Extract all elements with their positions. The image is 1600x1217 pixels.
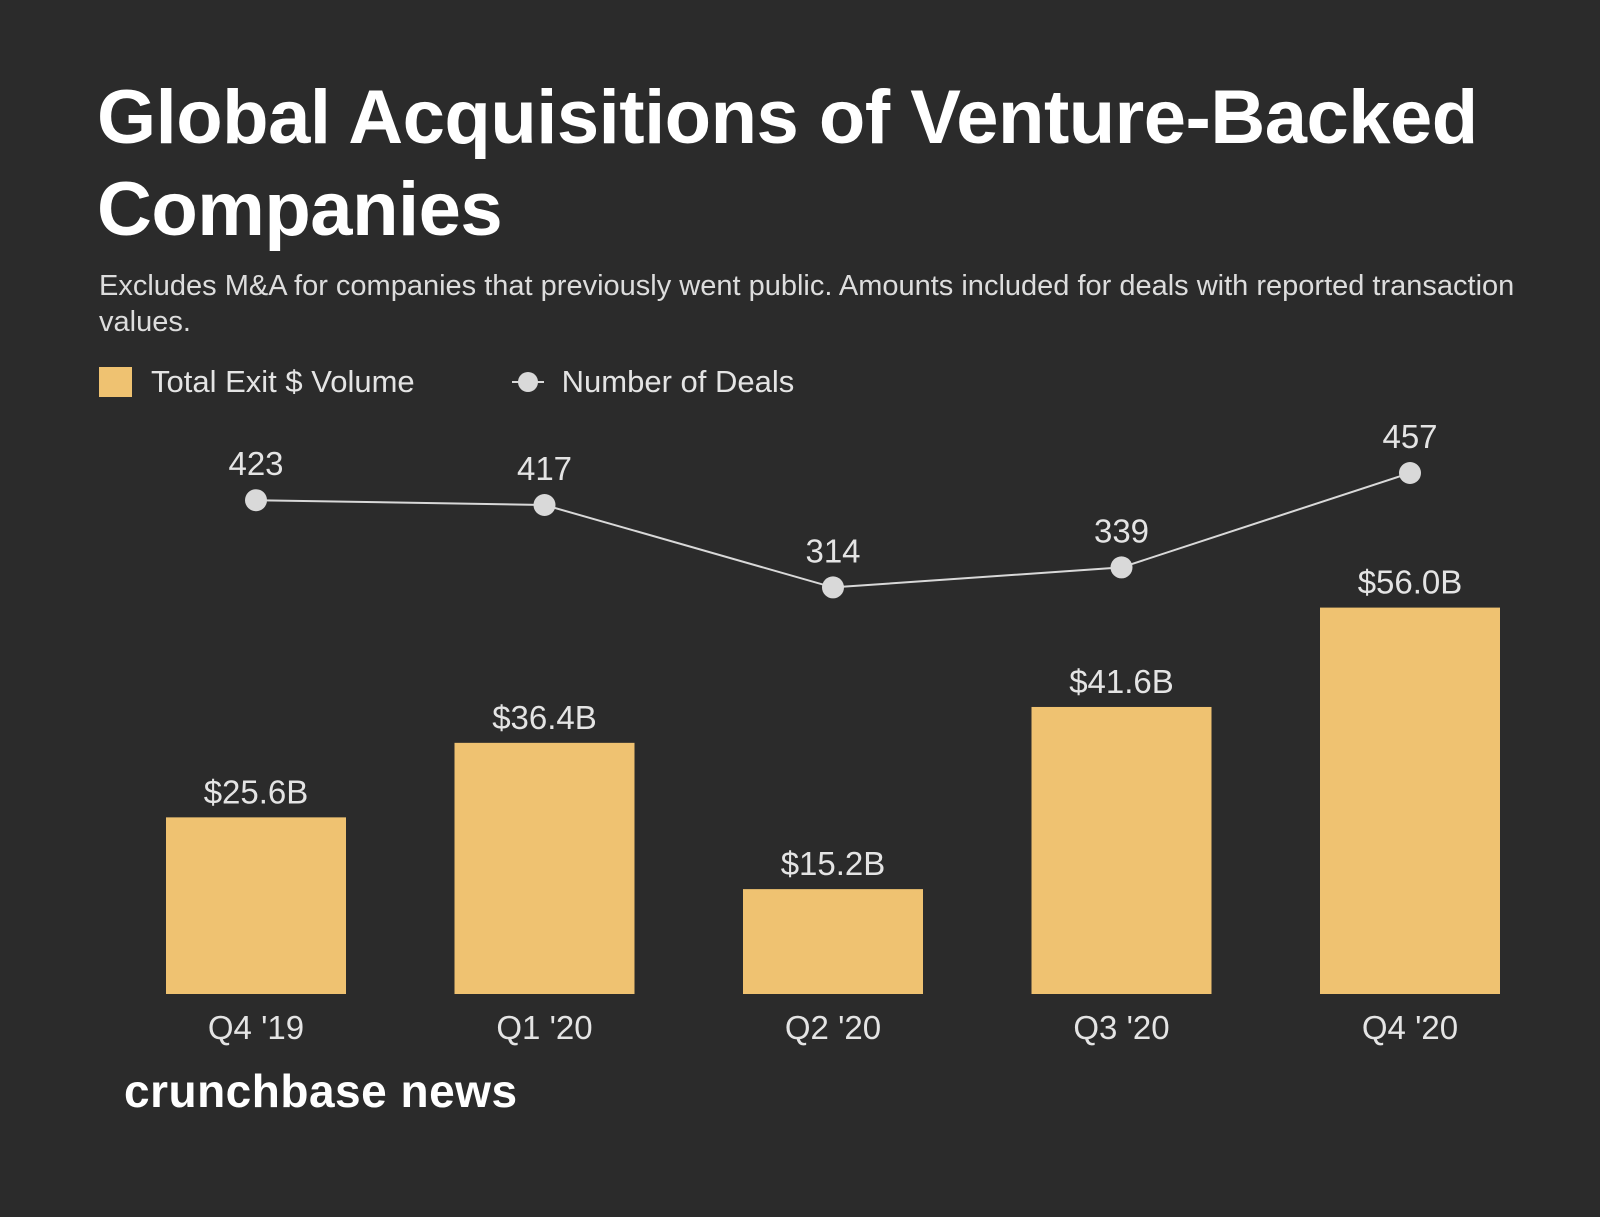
deals-value-label: 417 bbox=[517, 450, 572, 487]
deals-point bbox=[245, 489, 267, 512]
deals-value-label: 457 bbox=[1382, 418, 1437, 455]
bar bbox=[166, 817, 346, 994]
legend-line-marker-icon bbox=[511, 367, 544, 397]
x-tick-label: Q4 '20 bbox=[1362, 1009, 1458, 1046]
bar-value-label: $15.2B bbox=[781, 845, 886, 882]
bar-value-label: $25.6B bbox=[204, 773, 309, 810]
bar-value-label: $56.0B bbox=[1358, 564, 1463, 601]
x-tick-label: Q4 '19 bbox=[208, 1009, 304, 1046]
deals-point bbox=[822, 576, 844, 599]
x-tick-label: Q2 '20 bbox=[785, 1009, 881, 1046]
bar bbox=[743, 889, 923, 994]
deals-line bbox=[255, 472, 1411, 589]
bar-value-label: $36.4B bbox=[492, 699, 597, 736]
bar bbox=[1031, 706, 1212, 994]
deals-value-label: 314 bbox=[805, 532, 860, 569]
brand-logo: crunchbase news bbox=[124, 1065, 518, 1117]
deals-point bbox=[533, 494, 556, 516]
bar-value-label: $41.6B bbox=[1069, 663, 1174, 700]
legend: Total Exit $ Volume Number of Deals bbox=[99, 362, 794, 402]
legend-item-exit-volume: Total Exit $ Volume bbox=[99, 364, 415, 400]
deals-value-label: 339 bbox=[1094, 512, 1149, 549]
bar bbox=[454, 742, 635, 994]
legend-item-deals: Number of Deals bbox=[511, 364, 795, 400]
legend-label-exit-volume: Total Exit $ Volume bbox=[151, 364, 415, 399]
legend-swatch-bar-icon bbox=[99, 367, 132, 397]
x-tick-label: Q1 '20 bbox=[496, 1009, 592, 1046]
legend-label-deals: Number of Deals bbox=[561, 364, 795, 399]
chart-title: Global Acquisitions of Venture-Backed Co… bbox=[97, 75, 1478, 252]
deals-value-label: 423 bbox=[228, 445, 283, 482]
chart-subtitle: Excludes M&A for companies that previous… bbox=[99, 270, 1515, 338]
deals-point bbox=[1110, 556, 1133, 579]
bar bbox=[1320, 607, 1500, 994]
x-tick-label: Q3 '20 bbox=[1073, 1009, 1169, 1046]
deals-point bbox=[1399, 462, 1421, 484]
